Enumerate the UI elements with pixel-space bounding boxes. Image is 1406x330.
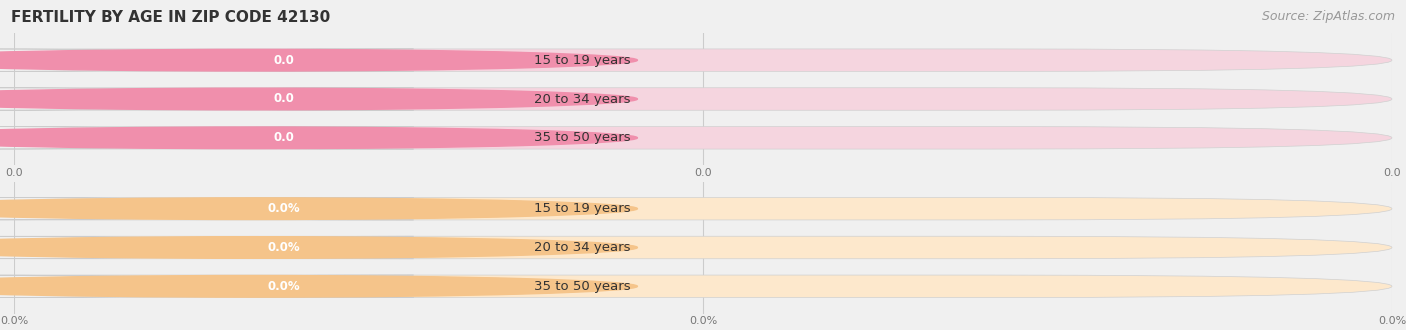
FancyBboxPatch shape [14,49,1392,71]
FancyBboxPatch shape [0,275,413,298]
Text: 35 to 50 years: 35 to 50 years [533,131,630,144]
Circle shape [0,276,637,297]
FancyBboxPatch shape [14,127,1392,149]
Circle shape [0,88,637,110]
FancyBboxPatch shape [45,239,524,256]
FancyBboxPatch shape [14,275,1392,298]
FancyBboxPatch shape [14,88,1392,110]
Circle shape [0,127,637,148]
FancyBboxPatch shape [45,200,524,217]
Text: 15 to 19 years: 15 to 19 years [533,54,630,67]
Text: 0.0%: 0.0% [267,202,301,215]
FancyBboxPatch shape [45,52,524,69]
Text: FERTILITY BY AGE IN ZIP CODE 42130: FERTILITY BY AGE IN ZIP CODE 42130 [11,10,330,25]
FancyBboxPatch shape [45,278,524,295]
FancyBboxPatch shape [45,129,524,146]
Text: Source: ZipAtlas.com: Source: ZipAtlas.com [1261,10,1395,23]
FancyBboxPatch shape [14,197,1392,220]
Text: 20 to 34 years: 20 to 34 years [533,92,630,106]
Circle shape [0,198,637,219]
Text: 0.0%: 0.0% [267,241,301,254]
Circle shape [0,50,637,71]
FancyBboxPatch shape [0,197,413,220]
Text: 0.0: 0.0 [274,92,295,106]
FancyBboxPatch shape [0,127,413,149]
FancyBboxPatch shape [0,236,413,259]
Text: 0.0: 0.0 [274,54,295,67]
FancyBboxPatch shape [0,88,413,110]
Text: 0.0%: 0.0% [267,280,301,293]
Text: 35 to 50 years: 35 to 50 years [533,280,630,293]
FancyBboxPatch shape [14,236,1392,259]
Text: 0.0: 0.0 [274,131,295,144]
FancyBboxPatch shape [45,90,524,108]
Circle shape [0,237,637,258]
Text: 20 to 34 years: 20 to 34 years [533,241,630,254]
FancyBboxPatch shape [0,49,413,71]
Text: 15 to 19 years: 15 to 19 years [533,202,630,215]
